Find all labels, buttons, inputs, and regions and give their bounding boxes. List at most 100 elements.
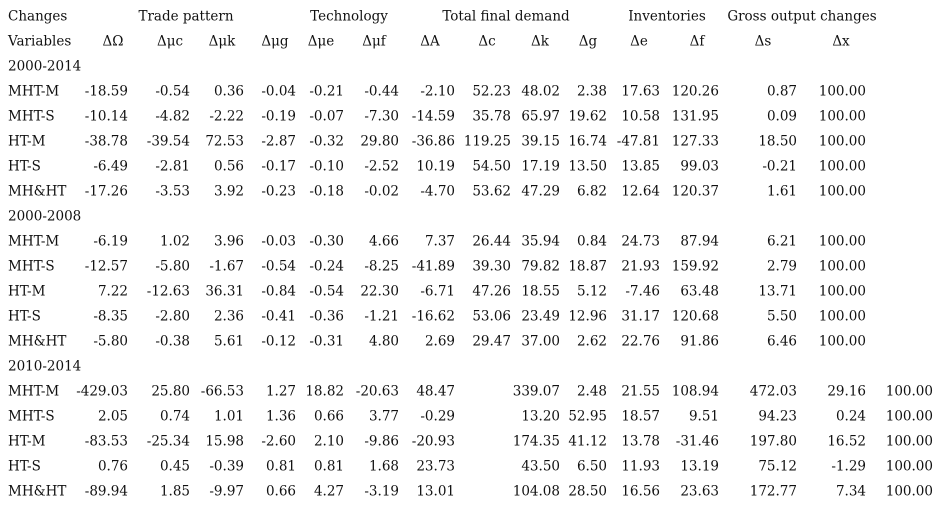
cell: 18.57 <box>621 409 660 425</box>
cell: 100.00 <box>886 484 933 500</box>
cell: 0.84 <box>577 234 607 250</box>
cell: 100.00 <box>819 284 866 300</box>
cell: -429.03 <box>76 384 128 400</box>
cell: -25.34 <box>147 434 190 450</box>
cell: -8.25 <box>364 259 399 275</box>
cell: 13.20 <box>521 409 560 425</box>
cell: -0.84 <box>261 284 296 300</box>
cell: 0.36 <box>214 84 244 100</box>
cell: 17.19 <box>521 159 560 175</box>
cell: -20.63 <box>356 384 399 400</box>
cell: -0.24 <box>309 259 344 275</box>
cell: 91.86 <box>680 334 719 350</box>
cell: -39.54 <box>147 134 190 150</box>
cell: 72.53 <box>205 134 244 150</box>
variable-header: Δμk <box>209 34 237 50</box>
cell: -0.18 <box>309 184 344 200</box>
cell: 0.66 <box>314 409 344 425</box>
row-label: MHT-S <box>8 109 55 125</box>
cell: 108.94 <box>672 384 719 400</box>
cell: 4.80 <box>369 334 399 350</box>
cell: 339.07 <box>513 384 560 400</box>
cell: -18.59 <box>85 84 128 100</box>
cell: -0.10 <box>309 159 344 175</box>
cell: 127.33 <box>672 134 719 150</box>
cell: 31.17 <box>621 309 660 325</box>
cell: 2.05 <box>98 409 128 425</box>
cell: 11.93 <box>621 459 660 475</box>
cell: 1.01 <box>214 409 244 425</box>
cell: 174.35 <box>513 434 560 450</box>
cell: 19.62 <box>568 109 607 125</box>
cell: 0.81 <box>266 459 296 475</box>
cell: 16.52 <box>827 434 866 450</box>
cell: 21.93 <box>621 259 660 275</box>
cell: -89.94 <box>85 484 128 500</box>
cell: -0.29 <box>420 409 455 425</box>
cell: 87.94 <box>680 234 719 250</box>
row-label: MHT-M <box>8 234 59 250</box>
cell: 6.50 <box>577 459 607 475</box>
cell: -1.29 <box>831 459 866 475</box>
cell: 18.82 <box>305 384 344 400</box>
cell: 120.37 <box>672 184 719 200</box>
cell: 131.95 <box>672 109 719 125</box>
cell: 0.81 <box>314 459 344 475</box>
cell: -4.70 <box>420 184 455 200</box>
cell: 13.19 <box>680 459 719 475</box>
cell: -0.17 <box>261 159 296 175</box>
row-label: MHT-S <box>8 409 55 425</box>
cell: 52.23 <box>472 84 511 100</box>
variable-header: Variables <box>7 34 71 50</box>
variable-header: Δk <box>531 34 550 50</box>
cell: 6.82 <box>577 184 607 200</box>
cell: 2.62 <box>577 334 607 350</box>
cell: 6.46 <box>767 334 797 350</box>
cell: 2.79 <box>767 259 797 275</box>
cell: 22.30 <box>360 284 399 300</box>
cell: 25.80 <box>151 384 190 400</box>
cell: 35.78 <box>472 109 511 125</box>
row-label: HT-M <box>8 434 46 450</box>
cell: -0.41 <box>261 309 296 325</box>
cell: 100.00 <box>819 259 866 275</box>
cell: 5.12 <box>577 284 607 300</box>
cell: -1.21 <box>364 309 399 325</box>
cell: -3.19 <box>364 484 399 500</box>
cell: -0.12 <box>261 334 296 350</box>
variable-header: Δg <box>579 34 598 50</box>
cell: -0.19 <box>261 109 296 125</box>
cell: 13.78 <box>621 434 660 450</box>
variable-header: Δe <box>630 34 648 50</box>
cell: -0.21 <box>309 84 344 100</box>
variable-header: Δμg <box>261 34 289 50</box>
cell: 5.61 <box>214 334 244 350</box>
cell: -4.82 <box>155 109 190 125</box>
cell: 17.63 <box>621 84 660 100</box>
cell: -83.53 <box>85 434 128 450</box>
cell: 2.48 <box>577 384 607 400</box>
cell: 0.09 <box>767 109 797 125</box>
cell: -12.57 <box>85 259 128 275</box>
cell: 48.47 <box>416 384 455 400</box>
cell: 10.19 <box>416 159 455 175</box>
cell: -0.32 <box>309 134 344 150</box>
cell: 54.50 <box>472 159 511 175</box>
row-label: MHT-S <box>8 259 55 275</box>
cell: 22.76 <box>621 334 660 350</box>
row-label: HT-S <box>8 159 41 175</box>
cell: 12.64 <box>621 184 660 200</box>
cell: -0.54 <box>261 259 296 275</box>
cell: -3.53 <box>155 184 190 200</box>
group-header: Total final demand <box>442 9 570 25</box>
cell: 100.00 <box>819 159 866 175</box>
cell: 1.68 <box>369 459 399 475</box>
cell: -8.35 <box>93 309 128 325</box>
cell: 100.00 <box>819 109 866 125</box>
row-label: HT-S <box>8 459 41 475</box>
cell: 100.00 <box>819 84 866 100</box>
row-label: HT-S <box>8 309 41 325</box>
cell: -14.59 <box>412 109 455 125</box>
cell: 100.00 <box>886 384 933 400</box>
variable-header: Δμf <box>362 34 387 50</box>
